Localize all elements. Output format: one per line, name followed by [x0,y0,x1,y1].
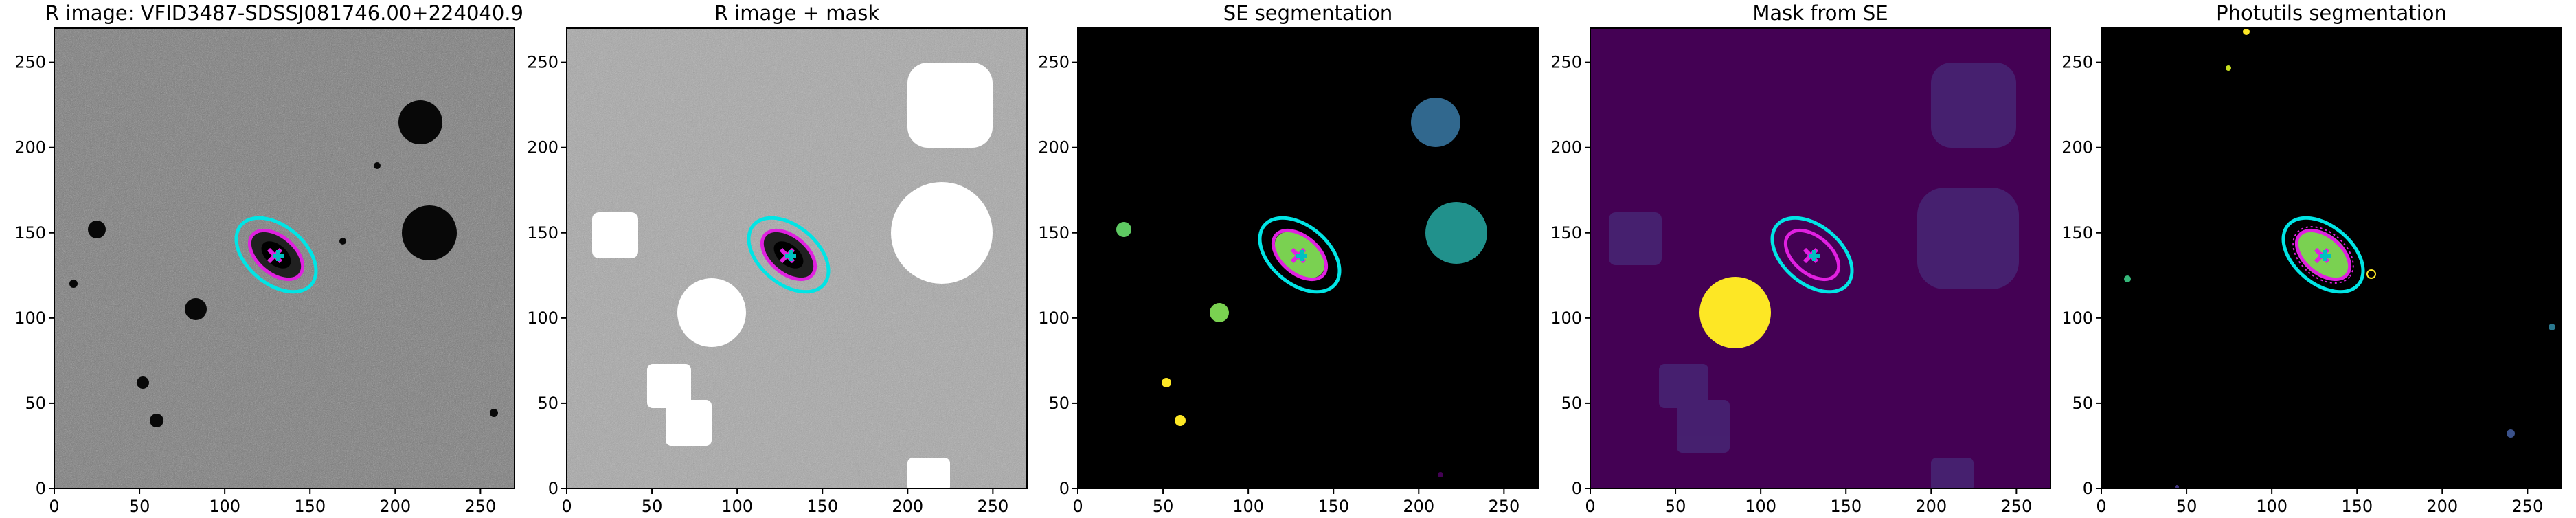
panel-title: Photutils segmentation [2216,1,2447,25]
x-tick-label: 0 [561,497,572,515]
y-tick-label: 150 [527,223,558,243]
y-tick-label: 250 [14,53,46,72]
panel: R image: VFID3487-SDSSJ081746.00+224040.… [14,1,523,516]
panel: SE segmentation 0 50 100 150 200 250 0 50 100 150 2… [1038,1,1539,516]
y-tick-label: 150 [1038,223,1070,243]
x-tick-label: 150 [1318,497,1349,515]
axes-frame [54,27,515,489]
x-tick-label: 0 [1072,497,1083,515]
x-tick-label: 250 [1488,497,1519,515]
x-tick-label: 100 [721,497,753,515]
panel-title: R image + mask [714,1,880,25]
y-tick-label: 100 [2061,308,2093,328]
x-tick-label: 200 [2426,497,2458,515]
x-tick-label: 0 [2096,497,2106,515]
axes-frame [2101,27,2562,489]
x-tick-label: 200 [1403,497,1434,515]
y-tick-label: 100 [1550,308,1582,328]
x-tick-label: 150 [806,497,838,515]
panel: Mask from SE 0 50 100 150 200 250 0 50 100 150 200 2… [1550,1,2051,516]
y-tick-label: 250 [2061,53,2093,72]
y-tick-label: 0 [36,479,46,498]
y-tick-label: 50 [2072,394,2093,413]
y-tick-label: 0 [1059,479,1070,498]
x-tick-label: 150 [1830,497,1862,515]
x-tick-label: 200 [892,497,923,515]
y-tick-label: 250 [1038,53,1070,72]
x-tick-label: 250 [464,497,496,515]
panel-title: Mask from SE [1752,1,1888,25]
image-se-segmentation [1078,28,1538,488]
x-tick-label: 50 [2176,497,2197,515]
x-tick-label: 50 [129,497,150,515]
panel: Photutils segmentation 0 50 100 150 200 250 0 50… [2061,1,2562,516]
y-tick-label: 50 [25,394,46,413]
y-tick-label: 50 [537,394,558,413]
axes-frame [566,27,1028,489]
y-tick-label: 200 [1038,138,1070,157]
x-tick-label: 0 [49,497,59,515]
y-tick-label: 0 [548,479,558,498]
y-tick-label: 250 [527,53,558,72]
image-photutils-segmentation [2101,28,2562,488]
image-se-mask [1590,28,2050,488]
axes-frame [1077,27,1539,489]
y-tick-label: 250 [1550,53,1582,72]
y-tick-label: 150 [2061,223,2093,243]
y-tick-label: 100 [1038,308,1070,328]
image-r [54,28,515,488]
x-tick-label: 50 [642,497,663,515]
y-tick-label: 100 [527,308,558,328]
y-tick-label: 150 [1550,223,1582,243]
x-tick-label: 100 [1232,497,1264,515]
y-tick-label: 200 [527,138,558,157]
y-tick-label: 200 [1550,138,1582,157]
y-tick-label: 50 [1048,394,1070,413]
x-tick-label: 50 [1665,497,1686,515]
y-tick-label: 100 [14,308,46,328]
x-tick-label: 200 [379,497,411,515]
x-tick-label: 200 [1915,497,1947,515]
axes-frame [1590,27,2051,489]
x-tick-label: 100 [1745,497,1776,515]
x-tick-label: 50 [1153,497,1174,515]
x-tick-label: 250 [2511,497,2543,515]
x-tick-label: 100 [209,497,240,515]
x-tick-label: 150 [2341,497,2373,515]
y-tick-label: 50 [1561,394,1582,413]
x-tick-label: 250 [2000,497,2032,515]
y-tick-label: 200 [14,138,46,157]
y-tick-label: 0 [1572,479,1582,498]
y-tick-label: 200 [2061,138,2093,157]
x-tick-label: 0 [1585,497,1595,515]
image-r-masked [567,28,1027,488]
panel-title: R image: VFID3487-SDSSJ081746.00+224040.… [45,1,523,25]
x-tick-label: 250 [977,497,1008,515]
panel-title: SE segmentation [1223,1,1392,25]
x-tick-label: 150 [294,497,326,515]
panel: R image + mask 0 50 100 150 200 250 0 50 100 150 20… [527,1,1028,516]
y-tick-label: 150 [14,223,46,243]
x-tick-label: 100 [2256,497,2287,515]
y-tick-label: 0 [2083,479,2093,498]
